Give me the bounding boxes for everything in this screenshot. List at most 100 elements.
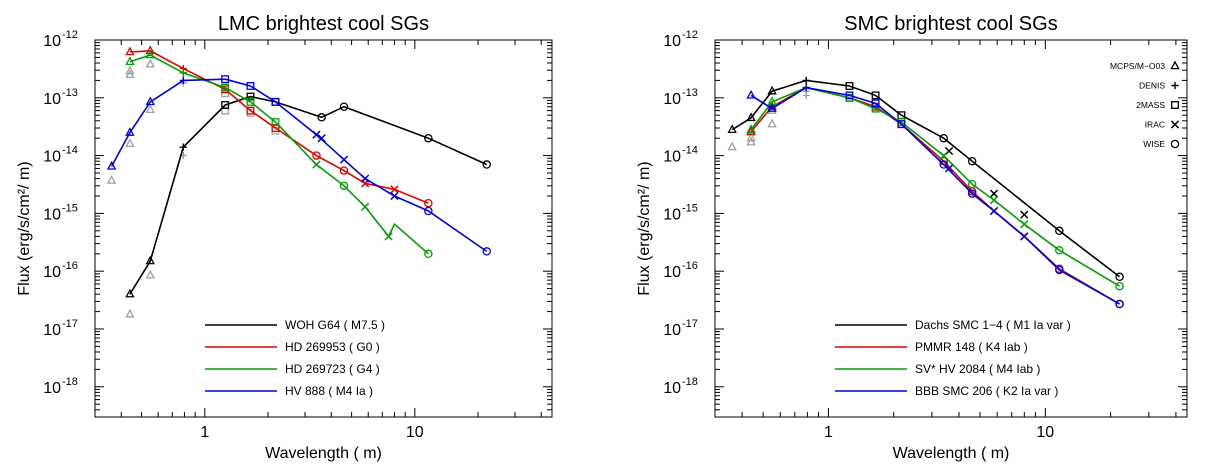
data-point — [145, 49, 155, 59]
data-point — [145, 45, 155, 55]
y-tick-label: 10 — [43, 206, 61, 223]
data-point — [424, 133, 433, 143]
x-axis-label: Wavelength ( m) — [893, 445, 1010, 462]
data-point — [1020, 232, 1029, 241]
legend-label: HV 888 ( M4 Ia ) — [285, 384, 373, 398]
y-tick-label: 10 — [43, 149, 61, 166]
series-line — [129, 49, 429, 204]
x-tick-label: 10 — [1036, 424, 1054, 441]
x-tick-label: 1 — [824, 424, 833, 441]
data-point — [179, 69, 187, 77]
data-point — [312, 130, 321, 139]
data-point-grey — [767, 118, 777, 128]
data-point — [361, 202, 370, 211]
data-point-grey — [145, 104, 155, 114]
data-point — [767, 85, 777, 95]
series-1 — [125, 92, 491, 298]
data-point — [221, 75, 230, 84]
legend: Dachs SMC 1−4 ( M1 Ia var ) PMMR 148 ( K4… — [835, 318, 1071, 398]
legend-label: WOH G64 ( M7.5 ) — [285, 318, 385, 332]
plot-frame — [94, 39, 553, 418]
data-point-grey — [727, 141, 737, 151]
data-point — [312, 160, 321, 169]
data-point — [746, 126, 756, 135]
data-point — [125, 46, 135, 56]
legend-label: Dachs SMC 1−4 ( M1 Ia var ) — [915, 318, 1071, 332]
chart-title: SMC brightest cool SGs — [844, 13, 1057, 35]
data-point — [746, 89, 756, 99]
data-point — [271, 118, 280, 127]
y-tick-label: 10 — [663, 206, 681, 223]
data-point-grey — [106, 175, 117, 184]
chart-title: LMC brightest cool SGs — [218, 13, 429, 35]
data-point — [246, 106, 255, 115]
data-point — [989, 189, 999, 198]
data-point-grey — [125, 308, 135, 318]
data-point — [317, 113, 326, 122]
data-point — [221, 83, 230, 92]
data-point — [384, 232, 393, 241]
symbol-legend-marker — [1171, 101, 1179, 109]
series-line — [750, 86, 1120, 305]
symbol-legend-label: 2MASS — [1136, 100, 1165, 110]
series-line — [110, 78, 488, 253]
data-point-grey — [145, 269, 155, 279]
data-point — [944, 164, 954, 173]
data-point — [424, 206, 433, 216]
data-point — [802, 76, 810, 84]
legend: WOH G64 ( M7.5 ) HD 269953 ( G0 ) HD 26972… — [205, 318, 385, 398]
y-tick-exponent: -17 — [682, 318, 698, 330]
data-point — [125, 56, 135, 66]
symbol-legend-marker — [1170, 60, 1180, 70]
symbol-legend-label: WISE — [1143, 139, 1165, 149]
symbol-legend: MCPS/M−O03 DENIS 2MASS IRAC WISE — [1110, 60, 1180, 149]
data-point — [967, 189, 977, 198]
data-point — [125, 127, 135, 136]
legend-label: PMMR 148 ( K4 Iab ) — [915, 340, 1028, 354]
data-point — [1020, 210, 1029, 219]
data-point — [967, 179, 977, 189]
data-point — [871, 104, 880, 113]
data-point — [339, 181, 349, 191]
symbol-legend-label: IRAC — [1145, 120, 1165, 130]
data-point — [424, 249, 433, 259]
y-tick-exponent: -12 — [62, 29, 78, 41]
data-point — [897, 120, 906, 129]
data-point — [390, 191, 399, 201]
data-point — [1115, 299, 1124, 309]
y-tick-label: 10 — [43, 264, 61, 281]
data-point-grey — [746, 136, 756, 146]
data-point — [271, 97, 280, 106]
data-point — [221, 101, 230, 109]
data-point — [339, 166, 349, 175]
data-point-grey — [746, 132, 756, 142]
y-tick-label: 10 — [663, 91, 681, 108]
data-point — [939, 133, 948, 143]
plot-frame — [714, 39, 1188, 418]
series-4 — [746, 84, 1124, 309]
series-4 — [106, 75, 491, 256]
data-point — [1115, 272, 1124, 282]
data-point-grey — [221, 106, 230, 115]
data-point — [339, 155, 349, 164]
data-point — [339, 102, 349, 111]
data-point — [871, 99, 880, 108]
x-axis-label: Wavelength ( m) — [265, 445, 382, 462]
data-point — [312, 151, 321, 160]
data-point — [106, 160, 117, 170]
symbol-legend-marker — [1171, 81, 1179, 90]
data-point — [1115, 281, 1124, 291]
data-point — [746, 112, 756, 122]
y-tick-label: 10 — [663, 380, 681, 397]
data-point — [1055, 226, 1064, 236]
data-point — [727, 124, 737, 133]
data-point — [939, 160, 948, 169]
data-point — [482, 160, 491, 169]
series-line — [129, 54, 429, 255]
y-tick-label: 10 — [663, 33, 681, 50]
data-point-grey — [125, 138, 135, 148]
series-line — [750, 86, 1121, 305]
data-point — [967, 156, 977, 166]
y-tick-exponent: -12 — [682, 29, 698, 41]
